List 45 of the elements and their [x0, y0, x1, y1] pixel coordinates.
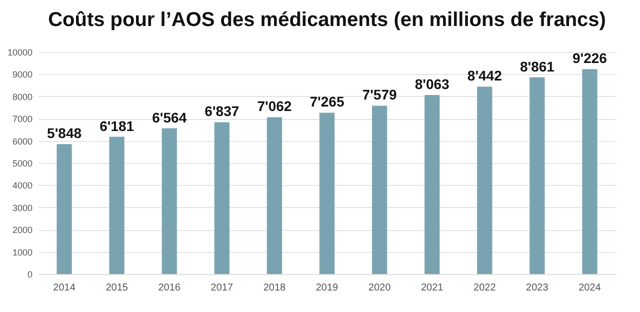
- y-tick-label: 2000: [12, 225, 32, 236]
- bar: [424, 95, 440, 274]
- data-label: 7'062: [257, 98, 292, 114]
- y-tick-label: 10000: [7, 48, 32, 58]
- x-tick-label: 2018: [263, 282, 286, 294]
- x-tick-label: 2021: [420, 282, 444, 294]
- bar: [582, 69, 598, 274]
- bar: [530, 77, 545, 274]
- x-tick-label: 2019: [316, 282, 339, 294]
- y-tick-label: 8000: [12, 92, 32, 102]
- bar: [214, 122, 230, 274]
- y-tick-label: 4000: [12, 180, 32, 191]
- bar: [477, 86, 492, 274]
- data-label: 9'226: [572, 50, 608, 66]
- bar: [162, 128, 177, 274]
- x-tick-label: 2024: [578, 282, 602, 294]
- chart-title: Coûts pour l’AOS des médicaments (en millions de francs): [48, 9, 606, 31]
- data-label: 6'181: [100, 118, 134, 134]
- x-tick-label: 2015: [106, 282, 128, 294]
- y-tick-label: 6000: [12, 136, 32, 146]
- data-label: 8'442: [467, 68, 502, 84]
- y-tick-label: 0: [27, 270, 32, 280]
- bar: [266, 117, 282, 274]
- data-label: 8'063: [414, 76, 450, 92]
- x-tick-label: 2022: [474, 282, 496, 294]
- x-tick-label: 2023: [526, 282, 549, 294]
- x-tick-label: 2017: [210, 282, 234, 294]
- data-label: 6'564: [152, 109, 187, 126]
- x-tick-label: 2014: [53, 282, 76, 294]
- data-label: 7'265: [310, 94, 344, 110]
- bar: [56, 144, 72, 274]
- y-tick-label: 5000: [12, 158, 32, 168]
- bar: [109, 136, 124, 274]
- data-label: 8'861: [520, 58, 555, 74]
- data-label: 7'579: [362, 86, 397, 103]
- bar: [319, 112, 335, 274]
- bar: [372, 106, 388, 274]
- data-label: 5'848: [47, 125, 82, 142]
- y-tick-label: 1000: [12, 247, 32, 258]
- x-tick-label: 2016: [158, 282, 181, 294]
- y-tick-label: 9000: [12, 70, 32, 80]
- data-label: 6'837: [204, 103, 240, 120]
- y-tick-label: 3000: [12, 202, 32, 213]
- y-tick-label: 7000: [12, 114, 32, 124]
- x-tick-label: 2020: [368, 282, 392, 294]
